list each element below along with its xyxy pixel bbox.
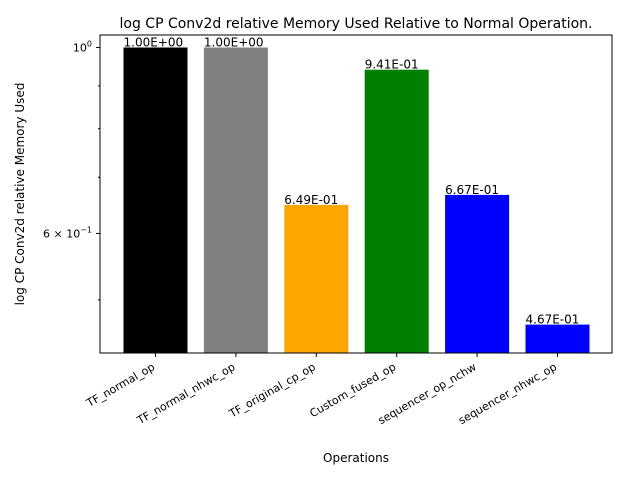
y-tick-label: 6 × 10−1 [43, 225, 92, 240]
y-tick-base: 6 × 10 [43, 227, 80, 240]
chart-title: log CP Conv2d relative Memory Used Relat… [120, 16, 593, 32]
bars [123, 47, 590, 353]
bar [525, 324, 590, 353]
y-tick-base: 10 [73, 42, 87, 55]
bar-value-label: 4.67E-01 [526, 313, 580, 327]
bar [364, 69, 429, 353]
bar-value-label: 1.00E+00 [124, 36, 184, 50]
x-axis-ticks: TF_normal_opTF_normal_nhwc_opTF_original… [84, 353, 559, 427]
x-tick-label: TF_original_cp_op [226, 360, 318, 420]
bar [284, 204, 349, 353]
y-tick-exponent: −1 [80, 225, 92, 234]
y-axis-label: log CP Conv2d relative Memory Used [13, 83, 27, 306]
x-tick-label: TF_normal_op [84, 360, 157, 410]
y-axis-ticks: 100 6 × 10−1 [43, 40, 100, 301]
y-tick-label: 100 [73, 40, 92, 55]
bar-value-label: 1.00E+00 [204, 36, 264, 50]
x-axis-label: Operations [323, 451, 389, 465]
bar [123, 47, 188, 353]
bar-value-label: 6.49E-01 [284, 193, 338, 207]
bar [203, 47, 268, 353]
bar-value-label: 6.67E-01 [445, 183, 499, 197]
bar [445, 194, 510, 353]
y-tick-exponent: 0 [87, 40, 92, 49]
plot-area-frame [99, 34, 613, 354]
data-labels: 1.00E+00 1.00E+00 6.49E-01 9.41E-01 6.67E-01… [124, 36, 580, 327]
bar-value-label: 9.41E-01 [365, 58, 419, 72]
